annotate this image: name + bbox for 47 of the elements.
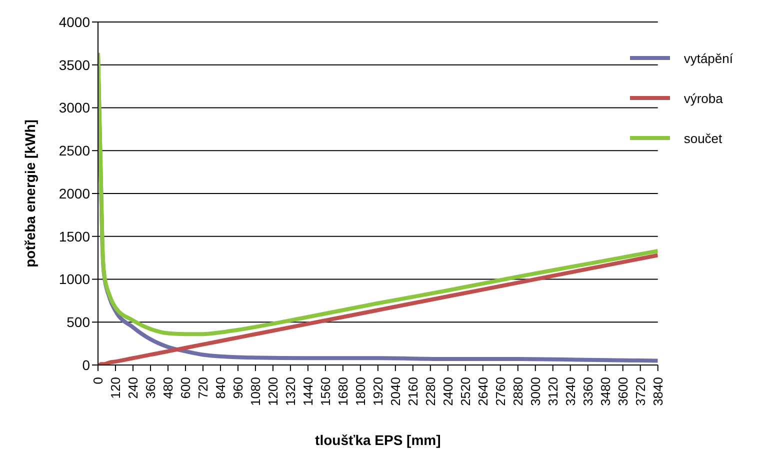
x-tick-label: 1680 <box>335 377 350 406</box>
x-tick-label: 3120 <box>545 377 560 406</box>
x-tick-label: 3480 <box>598 377 613 406</box>
y-tick-label: 2500 <box>58 142 90 159</box>
x-tick-label: 960 <box>230 377 246 399</box>
x-tick-label: 3840 <box>650 377 666 406</box>
x-tick-label: 600 <box>178 377 193 399</box>
x-tick-label: 0 <box>90 377 106 384</box>
x-tick-label: 2760 <box>492 377 508 406</box>
x-tick-label: 2880 <box>510 377 526 406</box>
x-tick-label: 2280 <box>422 377 438 406</box>
x-axis-title: tloušťka EPS [mm] <box>315 432 441 448</box>
y-tick-label: 500 <box>66 314 90 330</box>
x-tick-label: 1440 <box>300 377 316 406</box>
x-tick-label: 840 <box>212 377 228 399</box>
y-axis-title: potřeba energie [kWh] <box>22 120 38 268</box>
x-tick-label: 3360 <box>580 377 596 406</box>
x-tick-label: 240 <box>125 377 140 399</box>
y-tick-label: 0 <box>82 356 90 373</box>
x-tick-label: 480 <box>160 377 176 399</box>
x-tick-label: 2040 <box>388 377 403 406</box>
x-tick-label: 3240 <box>562 377 578 406</box>
x-tick-label: 2520 <box>458 377 473 406</box>
x-tick-label: 3000 <box>528 377 543 406</box>
y-tick-label: 3500 <box>58 56 90 73</box>
x-tick-label: 1080 <box>248 377 263 406</box>
x-tick-label: 3720 <box>632 377 648 406</box>
x-tick-label: 120 <box>108 377 123 399</box>
legend-label: výroba <box>684 90 723 106</box>
x-tick-label: 1200 <box>265 377 280 406</box>
x-tick-label: 1560 <box>318 377 333 406</box>
x-tick-label: 360 <box>142 377 158 399</box>
x-tick-label: 2160 <box>405 377 420 406</box>
x-tick-label: 3600 <box>615 377 630 406</box>
x-tick-label: 1320 <box>282 377 298 406</box>
y-tick-label: 1000 <box>58 271 90 288</box>
x-tick-label: 1920 <box>370 377 386 406</box>
y-tick-label: 2000 <box>58 185 90 202</box>
legend-label: součet <box>684 130 722 146</box>
y-tick-label: 1500 <box>58 228 90 244</box>
x-tick-label: 2400 <box>440 377 456 406</box>
x-tick-label: 1800 <box>352 377 368 406</box>
y-tick-label: 4000 <box>58 14 90 30</box>
legend-label: vytápění <box>684 50 733 66</box>
y-tick-label: 3000 <box>58 100 90 116</box>
x-tick-label: 720 <box>195 377 210 399</box>
x-tick-label: 2640 <box>475 377 490 406</box>
